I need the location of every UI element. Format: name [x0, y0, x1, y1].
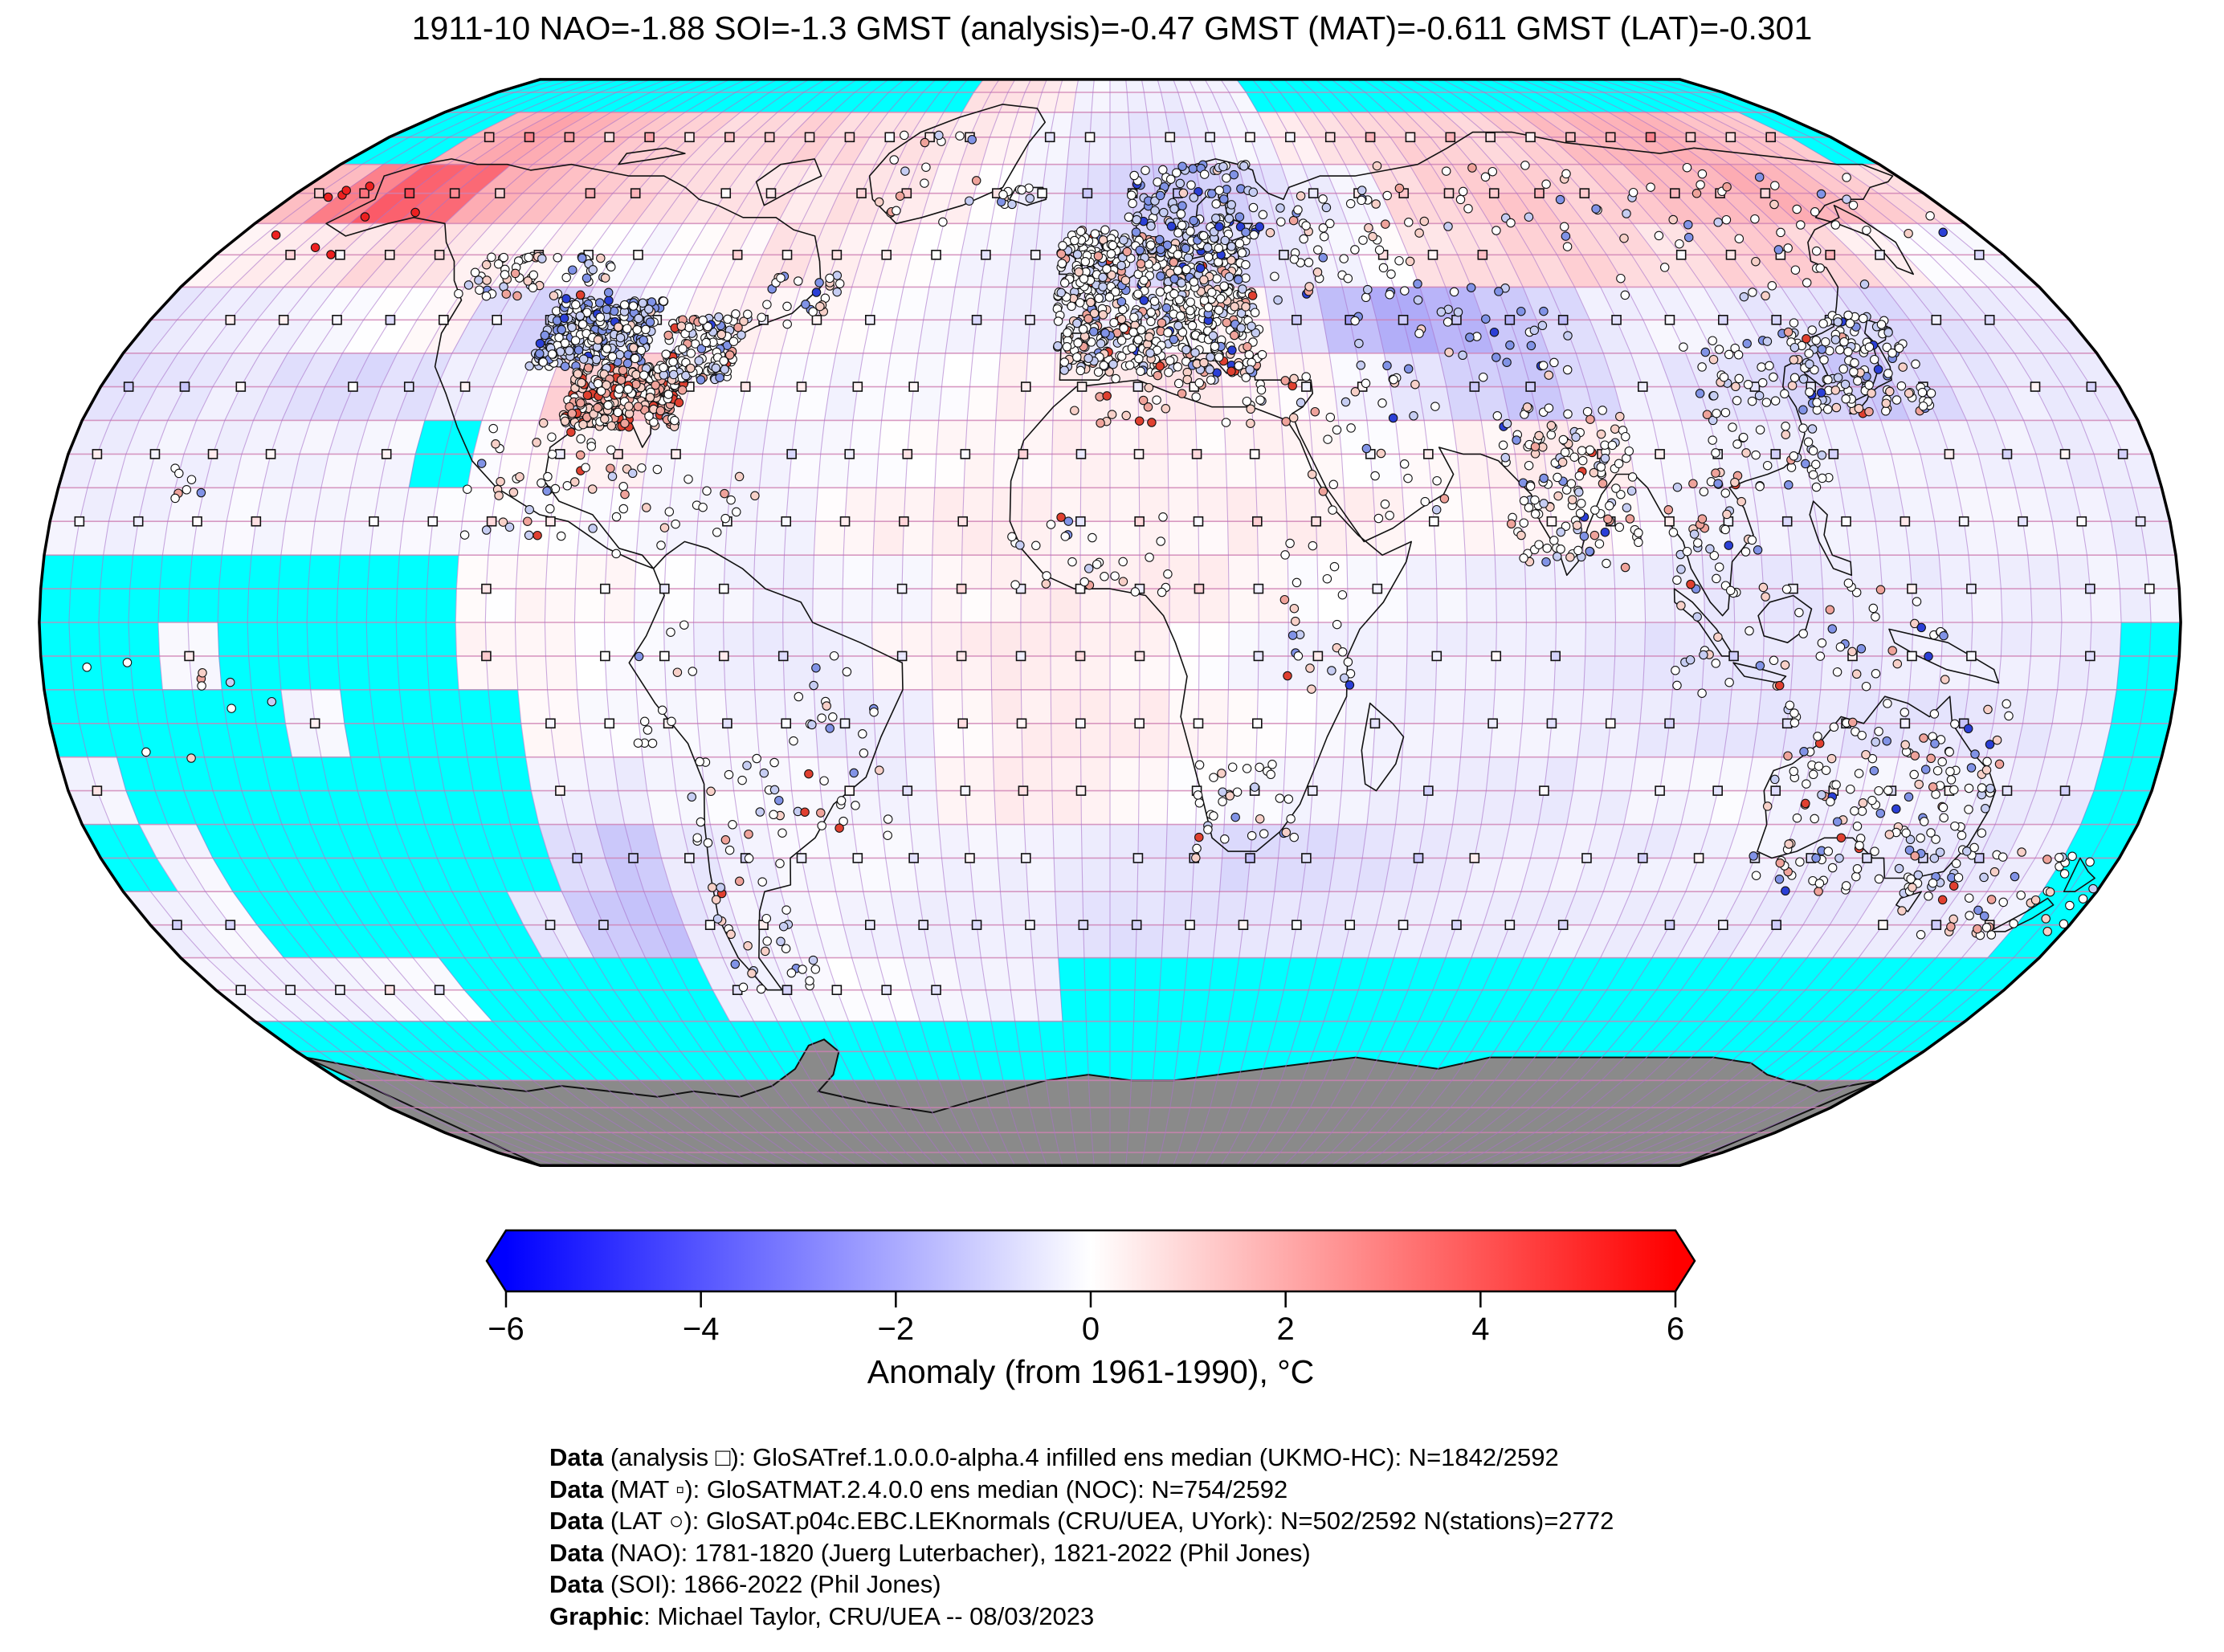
colorbar-tick-label: −6	[488, 1311, 524, 1347]
map-outline	[38, 78, 2182, 1167]
credit-line: Data (NAO): 1781-1820 (Juerg Luterbacher…	[549, 1538, 1311, 1567]
colorbar-ticks: −6 −4 −2 0 2 4 6	[488, 1291, 1684, 1347]
figure-title: 1911-10 NAO=-1.88 SOI=-1.3 GMST (analysi…	[411, 10, 1813, 47]
colorbar-axis-label: Anomaly (from 1961-1990), °C	[867, 1353, 1314, 1390]
credit-line: Data (SOI): 1866-2022 (Phil Jones)	[549, 1570, 941, 1598]
colorbar-tick-label: −4	[683, 1311, 720, 1347]
credits-block: Data (analysis □): GloSATref.1.0.0.0-alp…	[549, 1442, 1614, 1632]
colorbar-tick-label: 6	[1667, 1311, 1684, 1347]
credit-line: Data (MAT ▫): GloSATMAT.2.4.0.0 ens medi…	[549, 1475, 1288, 1503]
credit-line: Data (LAT ○): GloSAT.p04c.EBC.LEKnormals…	[549, 1507, 1614, 1535]
colorbar-tick-label: 2	[1277, 1311, 1295, 1347]
graticule-lines	[39, 79, 2181, 1166]
colorbar-gradient-arrow	[485, 1229, 1696, 1293]
credit-line: Data (analysis □): GloSATref.1.0.0.0-alp…	[549, 1443, 1559, 1471]
colorbar: −6 −4 −2 0 2 4 6 Anomaly (from 1961-1990), °C	[485, 1229, 1696, 1390]
station-circle-markers	[82, 130, 2098, 994]
mat-square-markers	[74, 132, 2155, 995]
colorbar-tick-label: 4	[1471, 1311, 1489, 1347]
colorbar-tick-label: −2	[878, 1311, 915, 1347]
credit-line: Graphic: Michael Taylor, CRU/UEA -- 08/0…	[549, 1601, 1095, 1630]
colorbar-tick-label: 0	[1082, 1311, 1100, 1347]
